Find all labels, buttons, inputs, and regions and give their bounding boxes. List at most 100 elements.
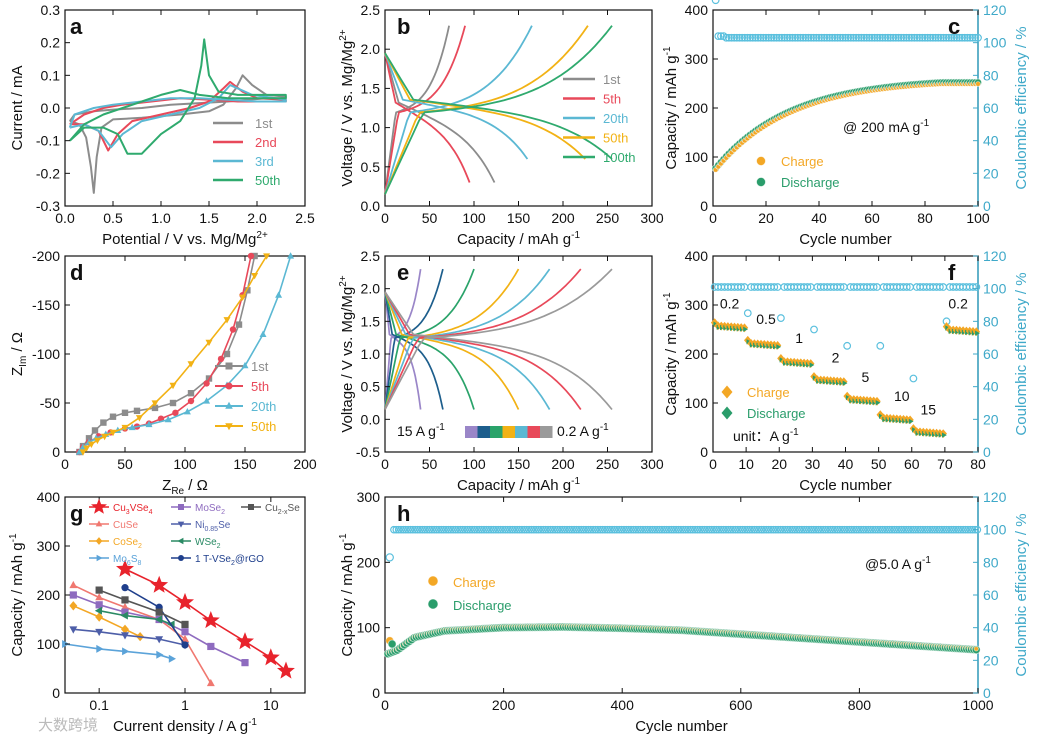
ce-point <box>737 283 746 291</box>
ce-point <box>520 525 529 534</box>
x-tick-label: 50 <box>117 456 133 472</box>
y-right-tick-label: 120 <box>983 2 1007 18</box>
ce-point <box>845 525 854 534</box>
y-tick-label: 0.1 <box>41 67 61 83</box>
ce-point <box>850 525 858 534</box>
discharge-curve-50th <box>384 52 586 160</box>
x-tick-label: 60 <box>864 210 880 226</box>
ce-point <box>743 309 752 318</box>
legend-marker <box>178 504 184 510</box>
ce-point <box>786 525 794 534</box>
legend-label: 20th <box>251 399 276 414</box>
y-axis-label: Capacity / mAh g-1 <box>662 292 680 416</box>
discharge-point <box>387 639 397 649</box>
legend-label: Discharge <box>781 175 840 190</box>
legend-marker <box>95 520 103 527</box>
ce-point <box>864 525 873 534</box>
rate-comparison-curve <box>72 584 212 684</box>
ce-point <box>731 525 740 534</box>
x-tick-label: 300 <box>640 456 664 472</box>
ce-point <box>751 33 760 42</box>
x-tick-label: 0 <box>709 456 717 472</box>
colorbar-segment <box>465 426 478 438</box>
rate-comparison-point <box>95 601 103 609</box>
ce-point <box>722 33 731 42</box>
legend-label: 2nd <box>255 135 277 150</box>
ce-point <box>843 525 851 534</box>
x-tick-label: 2.5 <box>295 210 315 226</box>
eis-point <box>75 448 83 455</box>
y-right-tick-label: 60 <box>983 587 999 603</box>
ce-point <box>889 33 898 42</box>
ce-point <box>487 525 495 534</box>
ce-point <box>458 525 467 534</box>
x-axis-label: Capacity / mAh g-1 <box>457 476 581 494</box>
ce-point <box>544 525 552 534</box>
x-tick-label: 0 <box>381 697 389 713</box>
x-tick-label: 20 <box>771 456 787 472</box>
ce-point <box>809 33 818 42</box>
ce-point <box>627 525 635 534</box>
x-tick-label: 150 <box>233 456 257 472</box>
ce-point <box>404 525 412 534</box>
ce-point <box>615 525 624 534</box>
ce-point <box>825 33 834 42</box>
ce-point <box>698 525 707 534</box>
ce-point <box>567 525 576 534</box>
y-right-tick-label: 120 <box>983 489 1007 505</box>
ce-point <box>757 525 766 534</box>
ce-point <box>677 525 685 534</box>
ce-point <box>712 525 721 534</box>
y-right-tick-label: 120 <box>983 248 1007 264</box>
ce-point <box>764 33 773 42</box>
eis-point <box>121 424 129 432</box>
rate-comparison-point <box>176 592 194 610</box>
y-tick-label: -50 <box>40 395 60 411</box>
y-axis-label: ZIm / Ω <box>9 332 29 376</box>
discharge-curve-5th <box>384 52 471 183</box>
ce-point <box>935 525 944 534</box>
ce-point <box>756 33 765 42</box>
ce-point <box>651 525 659 534</box>
ce-point <box>643 525 652 534</box>
panel-label-c: c <box>948 14 960 39</box>
eis-point <box>128 423 136 431</box>
rate-charge-curve <box>384 268 551 410</box>
legend-label: Cu2-xSe <box>265 503 300 516</box>
panel-label-a: a <box>70 14 83 39</box>
plot-frame <box>712 255 979 453</box>
eis-point <box>91 427 99 434</box>
x-tick-label: 20 <box>758 210 774 226</box>
ce-point <box>613 525 621 534</box>
eis-curve-20th <box>78 255 292 453</box>
legend-label: 5th <box>251 379 269 394</box>
ce-point <box>717 525 726 534</box>
rate-comparison-point <box>181 634 189 642</box>
ce-point <box>565 525 574 534</box>
ce-point <box>499 525 507 534</box>
ce-point <box>817 33 826 42</box>
discharge-point <box>975 330 980 336</box>
discharge-point <box>942 432 947 438</box>
x-tick-label: 100 <box>966 210 990 226</box>
ce-point <box>841 33 850 42</box>
ce-point <box>703 525 711 534</box>
ce-point <box>949 525 958 534</box>
ce-point <box>392 525 401 534</box>
ce-point <box>725 33 733 42</box>
x-tick-label: 30 <box>805 456 821 472</box>
y-tick-label: 2.0 <box>361 281 381 297</box>
rate-label: 2 <box>832 350 840 366</box>
ce-point <box>876 525 884 534</box>
ce-point <box>620 525 628 534</box>
ce-point <box>767 525 775 534</box>
x-tick-label: 200 <box>293 456 317 472</box>
y-tick-label: -200 <box>32 248 60 264</box>
rate-comparison-point <box>241 659 249 667</box>
ce-point <box>844 33 853 42</box>
ce-point <box>534 525 543 534</box>
ce-point <box>447 525 455 534</box>
legend-label: Discharge <box>453 598 512 613</box>
ce-point <box>399 525 408 534</box>
